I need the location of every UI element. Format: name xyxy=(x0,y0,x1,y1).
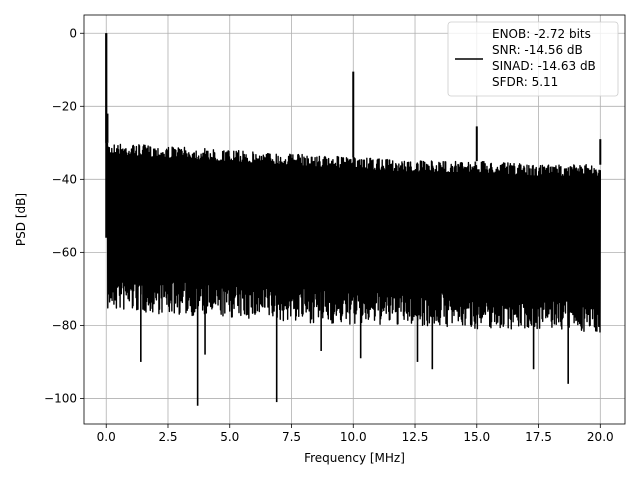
x-tick-label: 20.0 xyxy=(587,430,614,444)
legend-line-enob: ENOB: -2.72 bits xyxy=(492,27,591,41)
psd-noise-band xyxy=(107,153,601,286)
y-tick-label: 0 xyxy=(69,26,77,40)
y-axis-label: PSD [dB] xyxy=(14,193,28,246)
x-axis-label: Frequency [MHz] xyxy=(304,451,405,465)
x-tick-label: 10.0 xyxy=(340,430,367,444)
y-tick-label: −40 xyxy=(52,172,77,186)
x-tick-label: 2.5 xyxy=(158,430,177,444)
axes-frame xyxy=(83,14,626,425)
legend-line-sfdr: SFDR: 5.11 xyxy=(492,75,558,89)
ticks: 0.0 2.5 5.0 7.5 10.0 12.5 15.0 17.5 20.0 0 −20 −40 −… xyxy=(44,26,614,444)
y-tick-label: −80 xyxy=(52,318,77,332)
x-tick-label: 12.5 xyxy=(402,430,429,444)
legend-line-sinad: SINAD: -14.63 dB xyxy=(492,59,596,73)
x-tick-label: 7.5 xyxy=(282,430,301,444)
legend-line-snr: SNR: -14.56 dB xyxy=(492,43,583,57)
x-tick-label: 15.0 xyxy=(463,430,490,444)
x-tick-label: 5.0 xyxy=(220,430,239,444)
y-tick-label: −100 xyxy=(44,391,77,405)
x-tick-label: 0.0 xyxy=(97,430,116,444)
y-tick-label: −20 xyxy=(52,99,77,113)
x-tick-label: 17.5 xyxy=(525,430,552,444)
legend: ENOB: -2.72 bits SNR: -14.56 dB SINAD: -… xyxy=(447,21,619,97)
legend-box xyxy=(447,21,619,97)
plot-area xyxy=(105,33,602,406)
y-tick-label: −60 xyxy=(52,245,77,259)
